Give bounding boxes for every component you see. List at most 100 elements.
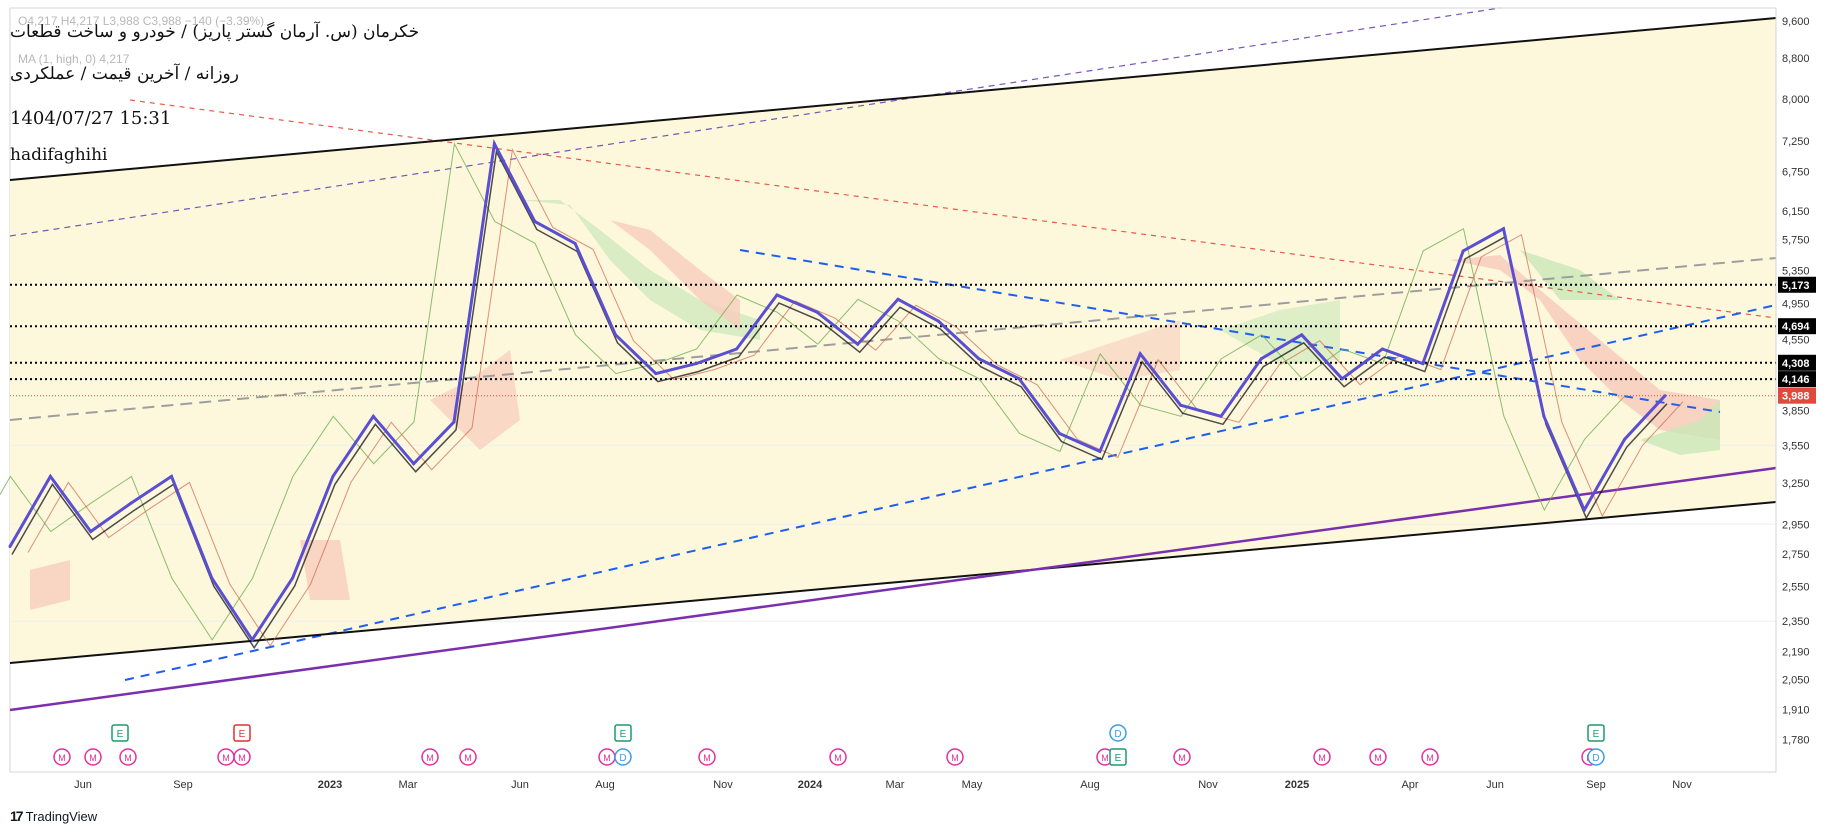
earnings-e-marker: [1109, 748, 1127, 766]
tradingview-brand-label: TradingView: [25, 808, 98, 824]
price-point: [1259, 357, 1263, 361]
time-axis-tick: Mar: [399, 779, 418, 791]
marker-label: M: [222, 753, 230, 763]
price-axis-tick: 4,950: [1782, 299, 1810, 311]
marker-label: M: [1178, 753, 1186, 763]
price-point: [1058, 431, 1062, 435]
price-axis-tick: 7,250: [1782, 136, 1810, 148]
ichimoku-cloud: [430, 350, 520, 450]
marker-label: M: [464, 753, 472, 763]
time-axis-tick: 2025: [1285, 779, 1309, 791]
price-axis-tick: 2,750: [1782, 549, 1810, 561]
marker-label: M: [124, 753, 132, 763]
price-point: [412, 462, 416, 466]
price-point: [331, 474, 335, 478]
marker-label: M: [1101, 753, 1109, 763]
time-axis-tick: Nov: [713, 779, 733, 791]
price-point: [1017, 377, 1021, 381]
price-point: [735, 347, 739, 351]
price-point: [1340, 377, 1344, 381]
dividend-m-marker: [698, 748, 716, 766]
price-point: [1582, 508, 1586, 512]
marker-label: M: [1374, 753, 1382, 763]
time-axis-tick: Mar: [886, 779, 905, 791]
price-axis-tick: 8,000: [1782, 94, 1810, 106]
price-label-box: [1778, 354, 1816, 371]
price-axis-tick: 9,600: [1782, 16, 1810, 28]
price-label-box: [1778, 276, 1816, 293]
price-point: [492, 142, 496, 146]
marker-label: M: [703, 753, 711, 763]
ohlc-readout: O4,217 H4,217 L3,988 C3,988 −140 (−3.39%…: [18, 14, 265, 28]
price-point: [371, 414, 375, 418]
price-point: [1421, 362, 1425, 366]
marker-label: E: [1115, 753, 1122, 764]
price-label-box: [1778, 318, 1816, 335]
tradingview-logo-icon: 17: [10, 808, 24, 824]
price-axis-tick: 3,850: [1782, 406, 1810, 418]
time-axis-tick: Nov: [1198, 779, 1218, 791]
price-point: [250, 638, 254, 642]
ichimoku-cloud: [30, 560, 70, 610]
trend-dashed-blue-resistance: [739, 249, 1721, 413]
dividend-m-marker: [421, 748, 439, 766]
price-point: [129, 501, 133, 505]
ichimoku-cloud: [1450, 255, 1720, 440]
ma-readout: MA (1, high, 0) 4,217: [18, 52, 130, 66]
marker-label: M: [238, 753, 246, 763]
time-axis-tick: Nov: [1672, 779, 1692, 791]
price-axis-tick: 1,910: [1782, 705, 1810, 717]
trend-dashed-blue-support: [124, 304, 1777, 681]
dividend-m-marker: [946, 748, 964, 766]
price-point: [815, 310, 819, 314]
price-point: [856, 342, 860, 346]
marker-label: M: [603, 753, 611, 763]
dividend-d-marker: [614, 748, 632, 766]
price-point: [654, 372, 658, 376]
price-label: 4,146: [1782, 374, 1810, 386]
marker-label: E: [1593, 729, 1600, 740]
price-point: [1623, 437, 1627, 441]
ichimoku-cloud: [300, 540, 350, 600]
marker-label: E: [117, 729, 124, 740]
price-axis-tick: 8,800: [1782, 53, 1810, 65]
price-label: 4,308: [1782, 358, 1810, 370]
marker-label: E: [620, 729, 627, 740]
ichimoku-cloud: [1520, 250, 1620, 300]
price-axis-tick: 2,050: [1782, 674, 1810, 686]
marker-label: D: [1592, 753, 1599, 764]
tradingview-brand[interactable]: 17 TradingView: [10, 808, 97, 824]
dividend-m-marker: [459, 748, 477, 766]
price-axis-tick: 2,350: [1782, 616, 1810, 628]
time-axis-tick: Aug: [1080, 779, 1100, 791]
earnings-e-marker: [111, 724, 129, 742]
price-point: [89, 530, 93, 534]
earnings-e-marker: [1587, 724, 1605, 742]
channel-lower-line: [9, 501, 1777, 664]
marker-label: M: [89, 753, 97, 763]
marker-label: M: [951, 753, 959, 763]
marker-label: D: [1114, 729, 1121, 740]
time-axis-tick: Aug: [595, 779, 615, 791]
time-axis-tick: Jun: [1486, 779, 1504, 791]
price-label-box: [1778, 387, 1816, 404]
price-point: [1542, 414, 1546, 418]
price-label: 5,173: [1782, 280, 1810, 292]
dividend-m-marker: [1421, 748, 1439, 766]
candles-line: [11, 149, 1668, 650]
time-axis-tick: Jun: [74, 779, 92, 791]
marker-label: M: [1426, 753, 1434, 763]
price-point: [291, 576, 295, 580]
price-point: [210, 576, 214, 580]
time-axis-tick: Apr: [1401, 779, 1418, 791]
dividend-d-marker: [1109, 724, 1127, 742]
dividend-m-marker: [1313, 748, 1331, 766]
price-point: [1219, 414, 1223, 418]
price-point: [1138, 352, 1142, 356]
price-axis-tick: 2,550: [1782, 581, 1810, 593]
ichimoku-cloud: [1640, 400, 1720, 455]
price-axis-tick: 3,550: [1782, 440, 1810, 452]
price-point: [452, 420, 456, 424]
price-point: [1461, 249, 1465, 253]
